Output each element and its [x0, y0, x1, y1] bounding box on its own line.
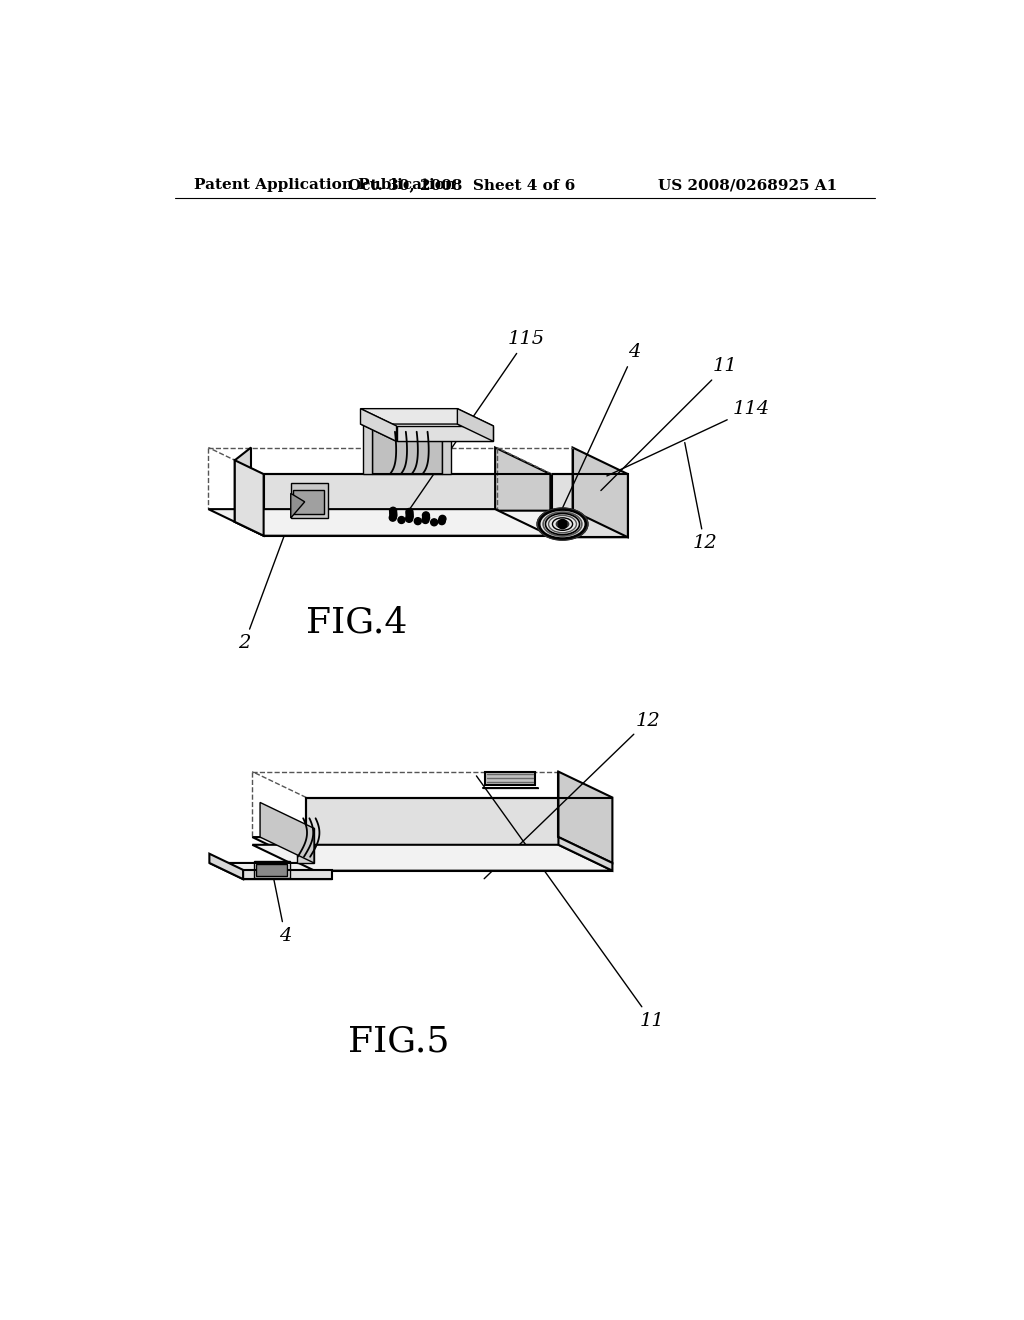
- Polygon shape: [260, 803, 314, 863]
- Circle shape: [406, 515, 413, 523]
- Text: 2: 2: [238, 500, 298, 652]
- Circle shape: [558, 520, 567, 529]
- Text: 11: 11: [601, 358, 738, 491]
- Polygon shape: [209, 863, 332, 879]
- Circle shape: [389, 507, 396, 515]
- Circle shape: [389, 515, 396, 521]
- Polygon shape: [234, 510, 550, 536]
- Polygon shape: [442, 424, 452, 474]
- Text: 11: 11: [476, 776, 665, 1030]
- Circle shape: [439, 515, 445, 523]
- Text: FIG.5: FIG.5: [348, 1024, 450, 1059]
- Circle shape: [423, 512, 429, 519]
- Polygon shape: [234, 447, 251, 521]
- Polygon shape: [293, 490, 324, 515]
- Polygon shape: [458, 409, 494, 441]
- Polygon shape: [558, 837, 612, 871]
- Text: 114: 114: [607, 400, 770, 477]
- Text: US 2008/0268925 A1: US 2008/0268925 A1: [658, 178, 838, 193]
- Circle shape: [390, 512, 397, 519]
- Polygon shape: [484, 772, 536, 785]
- Circle shape: [406, 508, 413, 515]
- Polygon shape: [234, 461, 263, 536]
- Text: 4: 4: [560, 343, 640, 513]
- Polygon shape: [572, 447, 628, 537]
- Polygon shape: [256, 865, 288, 875]
- Polygon shape: [306, 863, 612, 871]
- Ellipse shape: [538, 508, 588, 540]
- Polygon shape: [360, 424, 494, 441]
- Polygon shape: [497, 511, 628, 537]
- Polygon shape: [306, 797, 612, 863]
- Polygon shape: [252, 845, 612, 871]
- Polygon shape: [263, 474, 550, 536]
- Polygon shape: [372, 424, 442, 474]
- Polygon shape: [297, 829, 314, 863]
- Circle shape: [438, 517, 445, 524]
- Polygon shape: [291, 494, 305, 517]
- Polygon shape: [291, 483, 328, 517]
- Text: FIG.4: FIG.4: [306, 606, 408, 640]
- Circle shape: [390, 510, 396, 516]
- Polygon shape: [552, 474, 628, 537]
- Circle shape: [422, 516, 429, 524]
- Polygon shape: [558, 772, 612, 863]
- Circle shape: [407, 511, 413, 517]
- Polygon shape: [396, 426, 494, 441]
- Text: 4: 4: [273, 875, 292, 945]
- Polygon shape: [252, 837, 612, 863]
- Circle shape: [415, 517, 421, 524]
- Text: 12: 12: [685, 442, 717, 552]
- Polygon shape: [362, 424, 372, 474]
- Polygon shape: [360, 409, 494, 426]
- Polygon shape: [209, 854, 243, 879]
- Polygon shape: [243, 870, 332, 879]
- Circle shape: [423, 515, 430, 521]
- Text: 115: 115: [411, 330, 545, 508]
- Circle shape: [431, 519, 437, 525]
- Polygon shape: [208, 510, 550, 536]
- Text: 12: 12: [484, 711, 660, 879]
- Polygon shape: [360, 409, 396, 441]
- Circle shape: [398, 516, 404, 524]
- Text: Oct. 30, 2008  Sheet 4 of 6: Oct. 30, 2008 Sheet 4 of 6: [347, 178, 574, 193]
- Circle shape: [407, 513, 414, 520]
- Text: Patent Application Publication: Patent Application Publication: [194, 178, 456, 193]
- Polygon shape: [496, 447, 550, 536]
